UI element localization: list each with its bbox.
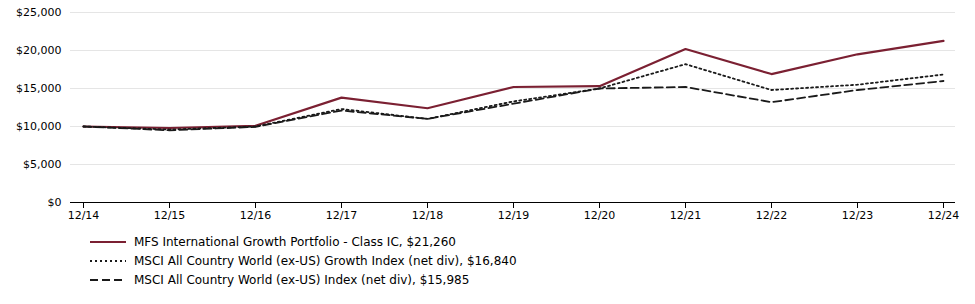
svg-text:12/16: 12/16 (240, 209, 272, 222)
svg-text:12/18: 12/18 (412, 209, 444, 222)
svg-text:12/17: 12/17 (326, 209, 358, 222)
svg-text:12/23: 12/23 (842, 209, 874, 222)
svg-text:12/21: 12/21 (670, 209, 702, 222)
svg-text:$10,000: $10,000 (16, 120, 62, 133)
svg-text:12/19: 12/19 (498, 209, 530, 222)
svg-text:12/14: 12/14 (68, 209, 100, 222)
html-text:MSCI All Country World (ex-US): MSCI All Country World (ex-US) Index (ne… (134, 272, 470, 287)
svg-text:12/22: 12/22 (756, 209, 788, 222)
html-text:MFS International Growth Portf: MFS International Growth Portfolio - Cla… (134, 234, 456, 249)
svg-text:$15,000: $15,000 (16, 82, 62, 95)
svg-text:12/15: 12/15 (154, 209, 186, 222)
html-text:MSCI All Country World (ex-US): MSCI All Country World (ex-US) Growth In… (134, 253, 517, 268)
svg-text:12/24: 12/24 (928, 209, 960, 222)
svg-text:$20,000: $20,000 (16, 44, 62, 57)
svg-text:$5,000: $5,000 (23, 158, 62, 171)
svg-text:$0: $0 (48, 196, 62, 209)
svg-text:$25,000: $25,000 (16, 6, 62, 19)
svg-text:12/20: 12/20 (584, 209, 616, 222)
